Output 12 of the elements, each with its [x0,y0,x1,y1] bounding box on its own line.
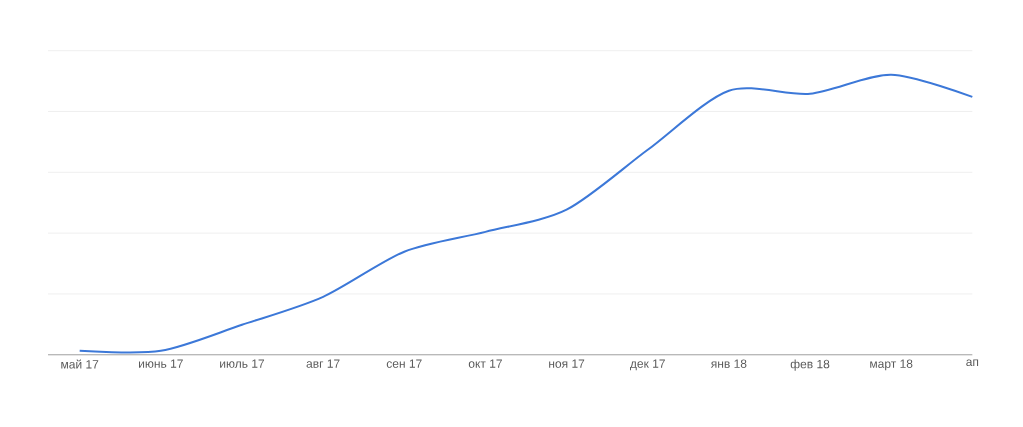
x-tick-label: авг 17 [306,359,340,368]
x-tick-label: ноя 17 [549,359,585,368]
x-tick-label: май 17 [61,359,99,369]
x-tick-label: фев 18 [790,359,830,371]
x-tick-label: сен 17 [386,359,422,368]
x-tick-label: ап [966,359,979,367]
x-tick-label: окт 17 [468,359,502,368]
x-tick-label: июнь 17 [139,359,183,368]
x-tick-label: июль 17 [220,359,265,368]
x-tick-label: март 18 [870,359,913,371]
x-tick-label: дек 17 [630,359,665,371]
x-tick-label: янв 18 [710,359,747,369]
